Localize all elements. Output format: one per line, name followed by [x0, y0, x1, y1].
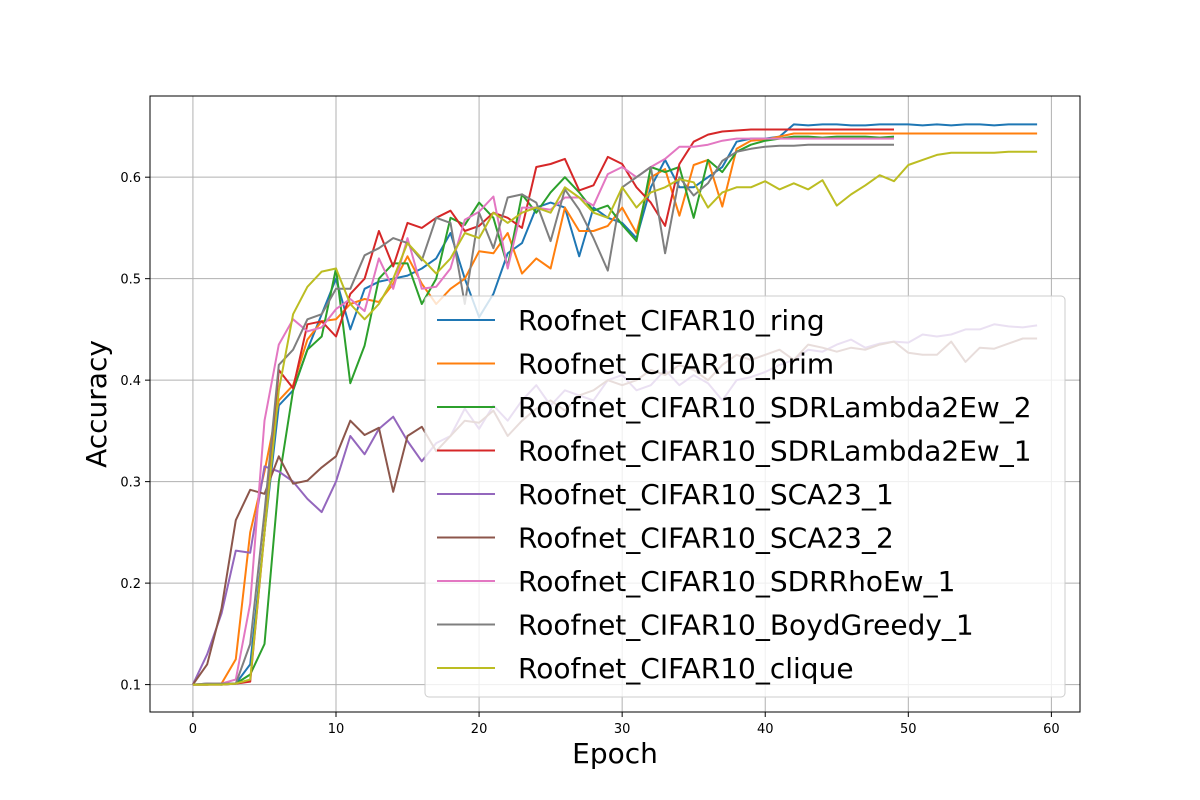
- series-line-roofnet-cifar10-sdrlambda2ew-1: [192, 128, 894, 686]
- x-axis-ticks: 0 10 20 30 40 50 60: [189, 712, 1060, 737]
- legend: Roofnet_CIFAR10_ring Roofnet_CIFAR10_prim…: [424, 295, 1066, 698]
- legend-item: Roofnet_CIFAR10_clique: [437, 652, 854, 685]
- x-tick-label: 20: [471, 722, 488, 737]
- series-line-roofnet-cifar10-clique: [192, 150, 1038, 686]
- legend-label: Roofnet_CIFAR10_BoydGreedy_1: [518, 609, 974, 642]
- x-tick-label: 10: [328, 722, 345, 737]
- legend-label: Roofnet_CIFAR10_SDRLambda2Ew_1: [518, 435, 1032, 468]
- legend-label: Roofnet_CIFAR10_SDRRhoEw_1: [518, 565, 955, 598]
- x-tick-label: 60: [1043, 722, 1060, 737]
- legend-item: Roofnet_CIFAR10_BoydGreedy_1: [437, 609, 974, 642]
- legend-label: Roofnet_CIFAR10_prim: [518, 348, 834, 381]
- legend-item: Roofnet_CIFAR10_ring: [437, 304, 825, 337]
- legend-item: Roofnet_CIFAR10_SCA23_2: [437, 522, 894, 555]
- x-tick-label: 30: [614, 722, 631, 737]
- legend-label: Roofnet_CIFAR10_ring: [518, 304, 825, 337]
- legend-label: Roofnet_CIFAR10_clique: [518, 652, 854, 685]
- legend-item: Roofnet_CIFAR10_SDRRhoEw_1: [437, 565, 955, 598]
- legend-item: Roofnet_CIFAR10_prim: [437, 348, 834, 381]
- y-tick-label: 0.2: [120, 577, 141, 592]
- x-tick-label: 50: [900, 722, 917, 737]
- x-tick-label: 0: [189, 722, 197, 737]
- y-axis-ticks: 0.1 0.2 0.3 0.4 0.5 0.6: [120, 171, 150, 694]
- y-tick-label: 0.1: [120, 679, 141, 694]
- series-line-roofnet-cifar10-boydgreedy-1: [192, 143, 894, 686]
- legend-item: Roofnet_CIFAR10_SDRLambda2Ew_1: [437, 435, 1032, 468]
- y-tick-label: 0.3: [120, 476, 141, 491]
- legend-item: Roofnet_CIFAR10_SCA23_1: [437, 478, 894, 511]
- series-line-roofnet-cifar10-sdrrhoew-1: [192, 137, 894, 686]
- legend-box: [424, 295, 1066, 698]
- plot-frame: [149, 95, 1081, 713]
- legend-item: Roofnet_CIFAR10_SDRLambda2Ew_2: [437, 391, 1032, 424]
- y-axis-label: Accuracy: [80, 340, 113, 468]
- legend-label: Roofnet_CIFAR10_SDRLambda2Ew_2: [518, 391, 1032, 424]
- legend-label: Roofnet_CIFAR10_SCA23_1: [518, 478, 894, 511]
- y-tick-label: 0.6: [120, 171, 141, 186]
- x-axis-label: Epoch: [572, 737, 658, 770]
- x-tick-label: 40: [757, 722, 774, 737]
- legend-label: Roofnet_CIFAR10_SCA23_2: [518, 522, 894, 555]
- y-tick-label: 0.4: [120, 374, 141, 389]
- y-tick-label: 0.5: [120, 273, 141, 288]
